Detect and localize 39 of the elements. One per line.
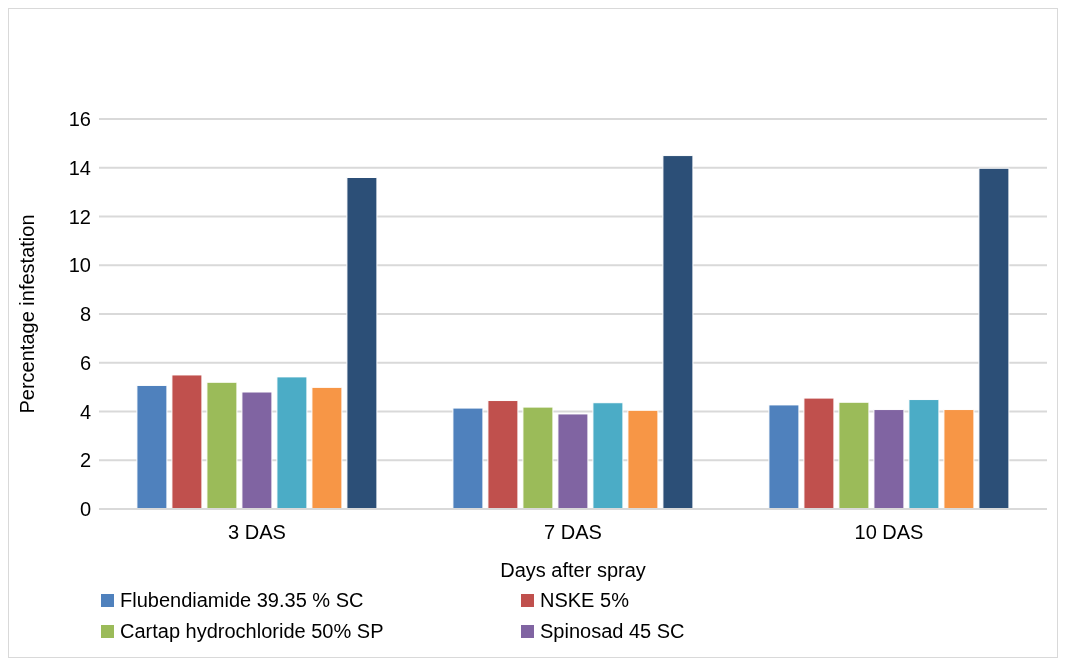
y-tick-label: 0: [79, 498, 91, 521]
y-tick-label: 2: [79, 449, 91, 472]
bar: [662, 155, 694, 509]
x-tick-label: 10 DAS: [854, 521, 924, 544]
bar: [171, 374, 203, 509]
bar: [487, 400, 519, 509]
bar: [627, 409, 659, 509]
bar: [452, 407, 484, 509]
x-axis-title: Days after spray: [500, 559, 646, 581]
y-tick-label: 8: [79, 303, 91, 326]
y-tick-label: 4: [79, 400, 91, 423]
bar: [943, 409, 975, 509]
bar: [346, 177, 378, 509]
bar: [557, 413, 589, 509]
bar: [522, 406, 554, 509]
y-tick-label: 14: [68, 156, 91, 179]
bar: [838, 401, 870, 509]
bar: [206, 381, 238, 509]
y-tick-label: 12: [68, 205, 91, 228]
bar: [978, 167, 1010, 509]
y-tick-label: 6: [79, 351, 91, 374]
bar: [873, 409, 905, 509]
bar: [311, 386, 343, 509]
y-tick-label: 16: [68, 108, 91, 131]
legend-label: Cartap hydrochloride 50% SP: [120, 620, 384, 643]
x-tick-label: 3 DAS: [228, 521, 286, 544]
legend-label: NSKE 5%: [540, 589, 629, 612]
y-tick-label: 10: [68, 254, 91, 277]
legend-label: Flubendiamide 39.35 % SC: [120, 589, 364, 612]
bar: [276, 376, 308, 509]
bar: [803, 397, 835, 509]
bar: [768, 404, 800, 509]
legend-label: Spinosad 45 SC: [540, 620, 685, 643]
bar: [136, 384, 168, 509]
bar: [241, 391, 273, 509]
bar: [592, 402, 624, 509]
bar: [908, 399, 940, 509]
x-tick-label: 7 DAS: [544, 521, 602, 544]
y-axis-title: Percentage infestation: [16, 214, 39, 414]
